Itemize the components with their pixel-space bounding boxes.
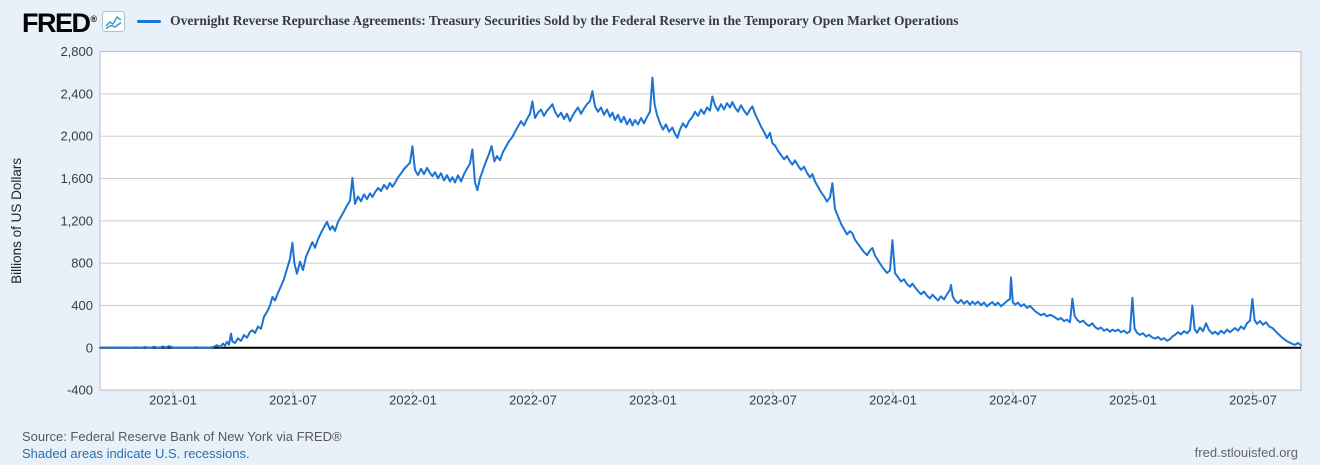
fred-logo-chart-icon	[102, 10, 126, 32]
x-tick-label: 2021-07	[269, 393, 317, 408]
chart-footer: Source: Federal Reserve Bank of New York…	[22, 429, 342, 462]
x-tick-label: 2024-01	[869, 393, 917, 408]
y-tick-label: 1,600	[60, 171, 93, 186]
x-tick-label: 2024-07	[989, 393, 1037, 408]
x-tick-label: 2021-01	[149, 393, 197, 408]
y-tick-label: 1,200	[60, 213, 93, 228]
y-tick-label: 2,400	[60, 86, 93, 101]
y-tick-label: 2,000	[60, 129, 93, 144]
registered-mark: ®	[90, 14, 98, 24]
y-tick-label: 400	[71, 298, 93, 313]
recessions-link[interactable]: Shaded areas indicate U.S. recessions.	[22, 445, 250, 461]
x-tick-label: 2025-01	[1109, 393, 1157, 408]
fred-logo-text: FRED	[22, 8, 91, 38]
chart-header: FRED® Overnight Reverse Repurchase Agree…	[22, 4, 959, 38]
fred-site-link[interactable]: fred.stlouisfed.org	[1194, 445, 1298, 460]
y-tick-label: 800	[71, 256, 93, 271]
x-tick-label: 2023-07	[749, 393, 797, 408]
x-tick-label: 2023-01	[629, 393, 677, 408]
series-legend-line	[137, 19, 162, 23]
y-tick-label: 0	[86, 340, 93, 355]
y-tick-label: 2,800	[60, 44, 93, 59]
series-line[interactable]	[99, 76, 1302, 349]
x-tick-label: 2022-07	[509, 393, 557, 408]
fred-logo[interactable]: FRED®	[22, 4, 97, 38]
y-axis-title: Billions of US Dollars	[9, 158, 24, 284]
x-tick-label: 2025-07	[1229, 393, 1277, 408]
y-tick-label: -400	[67, 383, 93, 398]
x-tick-label: 2022-01	[389, 393, 437, 408]
source-note: Source: Federal Reserve Bank of New York…	[22, 429, 342, 444]
series-title: Overnight Reverse Repurchase Agreements:…	[170, 13, 959, 28]
